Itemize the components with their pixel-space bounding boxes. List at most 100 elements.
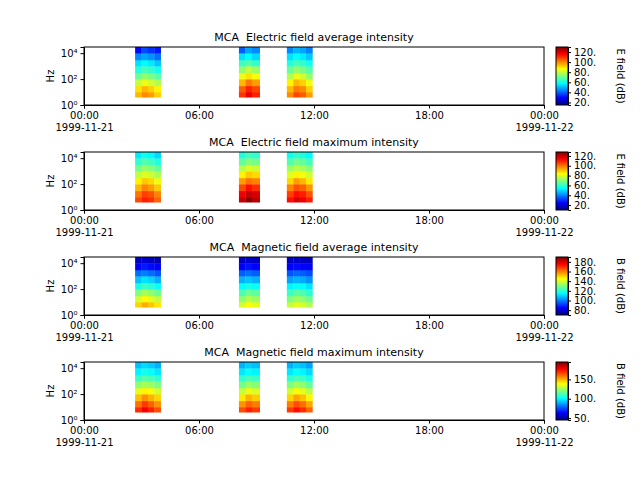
plot-frame [84, 257, 544, 315]
cell [245, 178, 252, 184]
cell [252, 53, 260, 60]
x-tick-label: 06:00 [185, 425, 214, 436]
cell [245, 368, 252, 375]
x-tick-mark [314, 105, 315, 109]
cell [142, 60, 149, 66]
x-axis: 00:001999-11-2106:0012:0018:0000:001999-… [55, 105, 573, 133]
cell [300, 53, 307, 60]
cell [148, 92, 155, 97]
cell [287, 47, 294, 53]
x-tick-label-line: 06:00 [185, 425, 214, 436]
cell [239, 394, 246, 401]
x-tick-label-line: 06:00 [185, 320, 214, 331]
cell [252, 401, 260, 407]
cell [135, 47, 142, 53]
colorbar-title: E field (dB) [615, 153, 626, 208]
x-tick: 12:00 [300, 315, 329, 331]
cell [245, 270, 252, 276]
y-tick: 10⁴ [61, 258, 84, 269]
colorbar [556, 362, 568, 420]
cell [252, 191, 260, 197]
x-axis: 00:001999-11-2106:0012:0018:0000:001999-… [55, 315, 573, 343]
cell [135, 184, 142, 191]
y-tick: 10⁰ [61, 205, 84, 216]
x-tick-label: 00:001999-11-21 [55, 215, 113, 238]
cell [252, 296, 260, 302]
x-tick-label: 18:00 [415, 110, 444, 121]
panel: 00:001999-11-2106:0012:0018:0000:001999-… [45, 346, 626, 448]
x-tick: 06:00 [185, 315, 214, 331]
y-tick-mark [81, 105, 85, 106]
cell [135, 257, 142, 263]
cell [154, 375, 161, 381]
cell [306, 276, 313, 283]
y-tick: 10⁰ [61, 415, 84, 426]
colorbar-title: E field (dB) [615, 48, 626, 103]
x-tick-label: 12:00 [300, 110, 329, 121]
cell [293, 368, 300, 375]
cell [135, 92, 142, 97]
x-tick-mark [199, 420, 200, 424]
y-tick-mark [81, 53, 85, 54]
cell [154, 270, 161, 276]
cell [245, 407, 252, 412]
cell [135, 276, 142, 283]
cell [148, 257, 155, 263]
x-tick-label: 00:001999-11-22 [515, 110, 573, 133]
cell [148, 388, 155, 394]
x-tick-mark [314, 315, 315, 319]
cell [306, 362, 313, 368]
y-axis: 10⁰10²10⁴ [61, 48, 85, 111]
colorbar-tick: 150. [568, 374, 596, 385]
cell [252, 381, 260, 388]
cell [287, 66, 294, 73]
cell [245, 86, 252, 92]
cell [287, 178, 294, 184]
cell [306, 73, 313, 79]
x-tick-label-line: 1999-11-22 [515, 227, 573, 238]
cell [287, 79, 294, 86]
cell [293, 289, 300, 296]
colorbar-tick: 60. [568, 180, 590, 191]
colorbar-tick: 100. [568, 57, 596, 68]
cell [239, 407, 246, 412]
x-tick-label-line: 00:00 [530, 215, 559, 226]
cell [239, 197, 246, 202]
cell [142, 368, 149, 375]
cell [293, 73, 300, 79]
cell [154, 276, 161, 283]
colorbar-tick: 100. [568, 160, 596, 171]
cell [306, 401, 313, 407]
colorbar [556, 47, 568, 105]
cell [154, 388, 161, 394]
cell [135, 283, 142, 289]
cell [148, 184, 155, 191]
cell [239, 289, 246, 296]
cell [135, 178, 142, 184]
colorbar-tick: 120. [568, 47, 596, 58]
x-tick-mark [544, 105, 545, 109]
cell [142, 381, 149, 388]
x-tick-label-line: 18:00 [415, 425, 444, 436]
cell [306, 53, 313, 60]
cell [239, 184, 246, 191]
cell [287, 368, 294, 375]
cell [245, 362, 252, 368]
y-tick: 10² [61, 179, 84, 190]
cell [135, 388, 142, 394]
cell [300, 79, 307, 86]
colorbar [556, 152, 568, 210]
cell [245, 381, 252, 388]
colorbar-tick-label: 150. [574, 374, 596, 385]
x-tick-label: 06:00 [185, 110, 214, 121]
x-tick-mark [199, 210, 200, 214]
cell [142, 152, 149, 158]
cell [148, 375, 155, 381]
cell [293, 191, 300, 197]
cell [135, 381, 142, 388]
x-tick-mark [429, 210, 430, 214]
x-tick-label-line: 1999-11-22 [515, 332, 573, 343]
y-tick-mark [81, 79, 85, 80]
cell [300, 73, 307, 79]
y-tick-label: 10⁴ [61, 363, 78, 374]
